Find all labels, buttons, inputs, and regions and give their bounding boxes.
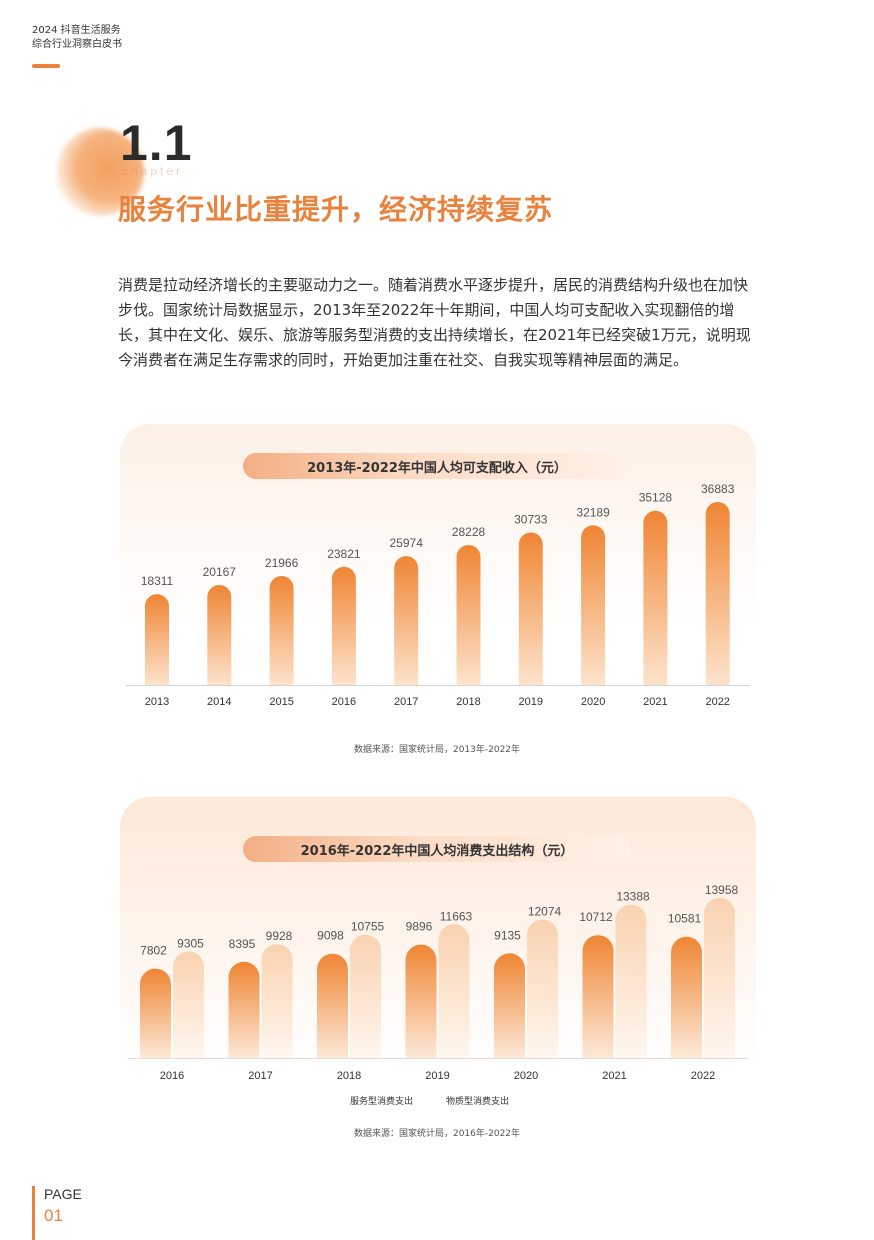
- material-value-label: 10755: [351, 920, 385, 934]
- x-tick-label: 2022: [691, 1070, 715, 1082]
- header-line-1: 2024 抖音生活服务: [32, 25, 121, 36]
- service-spending-bar: [140, 968, 171, 1058]
- income-value-label: 32189: [576, 505, 610, 519]
- x-tick-label: 2017: [394, 696, 418, 708]
- income-bar: [331, 566, 356, 685]
- x-tick-label: 2018: [456, 696, 480, 708]
- legend-service: 服务型消费支出: [350, 1097, 414, 1107]
- legend-material: 物质型消费支出: [446, 1097, 510, 1107]
- income-value-label: 20167: [203, 565, 237, 579]
- service-spending-bar: [582, 935, 614, 1058]
- x-tick-label: 2021: [643, 696, 667, 708]
- x-tick-label: 2013: [145, 696, 169, 708]
- report-header: 2024 抖音生活服务 综合行业洞察白皮书: [32, 24, 122, 52]
- header-accent-bar: [32, 64, 60, 68]
- material-spending-bar: [527, 919, 558, 1058]
- service-spending-bar: [317, 953, 348, 1058]
- service-value-label: 7802: [140, 944, 167, 958]
- income-value-label: 30733: [514, 513, 548, 527]
- service-value-label: 9098: [317, 929, 344, 943]
- intro-paragraph: 消费是拉动经济增长的主要驱动力之一。随着消费水平逐步提升，居民的消费结构升级也在…: [118, 276, 751, 369]
- spending-chart-title: 2016年-2022年中国人均消费支出结构（元）: [243, 836, 631, 862]
- x-tick-label: 2021: [602, 1070, 626, 1082]
- service-value-label: 8395: [229, 937, 256, 951]
- income-bar: [207, 584, 232, 685]
- income-value-label: 36883: [701, 482, 735, 496]
- material-value-label: 9928: [266, 929, 293, 943]
- page-label: PAGE: [44, 1186, 82, 1202]
- service-spending-bar: [671, 936, 702, 1058]
- service-spending-bar: [494, 953, 525, 1058]
- service-value-label: 10581: [668, 912, 702, 926]
- section-title: 服务行业比重提升，经济持续复苏: [118, 193, 554, 226]
- service-value-label: 9896: [406, 920, 433, 934]
- income-chart-title: 2013年-2022年中国人均可支配收入（元）: [243, 453, 631, 479]
- spending-chart-source: 数据来源：国家统计局，2016年-2022年: [353, 1129, 521, 1139]
- x-tick-label: 2022: [705, 696, 729, 708]
- service-value-label: 9135: [494, 928, 521, 942]
- income-bar: [145, 594, 169, 685]
- x-tick-label: 2014: [207, 696, 231, 708]
- material-spending-bar: [261, 944, 293, 1058]
- chapter-number: 1.1: [120, 115, 193, 171]
- service-spending-bar: [405, 944, 437, 1058]
- income-value-label: 23821: [327, 547, 361, 561]
- material-value-label: 11663: [440, 909, 473, 923]
- material-spending-bar: [438, 924, 470, 1058]
- material-value-label: 9305: [177, 936, 204, 950]
- income-bar: [705, 502, 730, 685]
- chapter-decor-circle: [56, 128, 144, 216]
- x-tick-label: 2019: [425, 1070, 449, 1082]
- x-tick-label: 2020: [581, 696, 605, 708]
- income-value-label: 35128: [639, 491, 673, 505]
- income-value-label: 25974: [390, 536, 424, 550]
- income-value-label: 18311: [141, 574, 174, 588]
- material-value-label: 12074: [528, 905, 562, 919]
- income-chart-source: 数据来源：国家统计局，2013年-2022年: [353, 745, 521, 755]
- service-spending-bar: [228, 961, 260, 1058]
- income-bar: [581, 525, 606, 685]
- footer-accent-bar: [32, 1186, 35, 1240]
- material-value-label: 13388: [616, 890, 650, 904]
- x-tick-label: 2017: [248, 1070, 272, 1082]
- x-tick-label: 2019: [519, 696, 543, 708]
- income-bar: [643, 510, 668, 685]
- material-spending-bar: [615, 904, 647, 1058]
- income-bar: [269, 576, 294, 685]
- header-line-2: 综合行业洞察白皮书: [32, 39, 122, 50]
- income-bar: [394, 556, 419, 685]
- chapter-word: chapter: [122, 164, 184, 178]
- income-bar: [518, 532, 543, 685]
- x-tick-label: 2016: [332, 696, 356, 708]
- material-value-label: 13958: [705, 883, 739, 897]
- x-tick-label: 2016: [160, 1070, 184, 1082]
- material-spending-bar: [173, 951, 204, 1058]
- page-number: 01: [44, 1206, 63, 1225]
- income-value-label: 28228: [452, 525, 486, 539]
- x-tick-label: 2018: [337, 1070, 361, 1082]
- income-bar: [456, 544, 481, 685]
- x-tick-label: 2020: [514, 1070, 538, 1082]
- income-value-label: 21966: [265, 556, 299, 570]
- x-tick-label: 2015: [269, 696, 293, 708]
- service-value-label: 10712: [579, 910, 613, 924]
- material-spending-bar: [704, 898, 735, 1058]
- material-spending-bar: [350, 934, 381, 1058]
